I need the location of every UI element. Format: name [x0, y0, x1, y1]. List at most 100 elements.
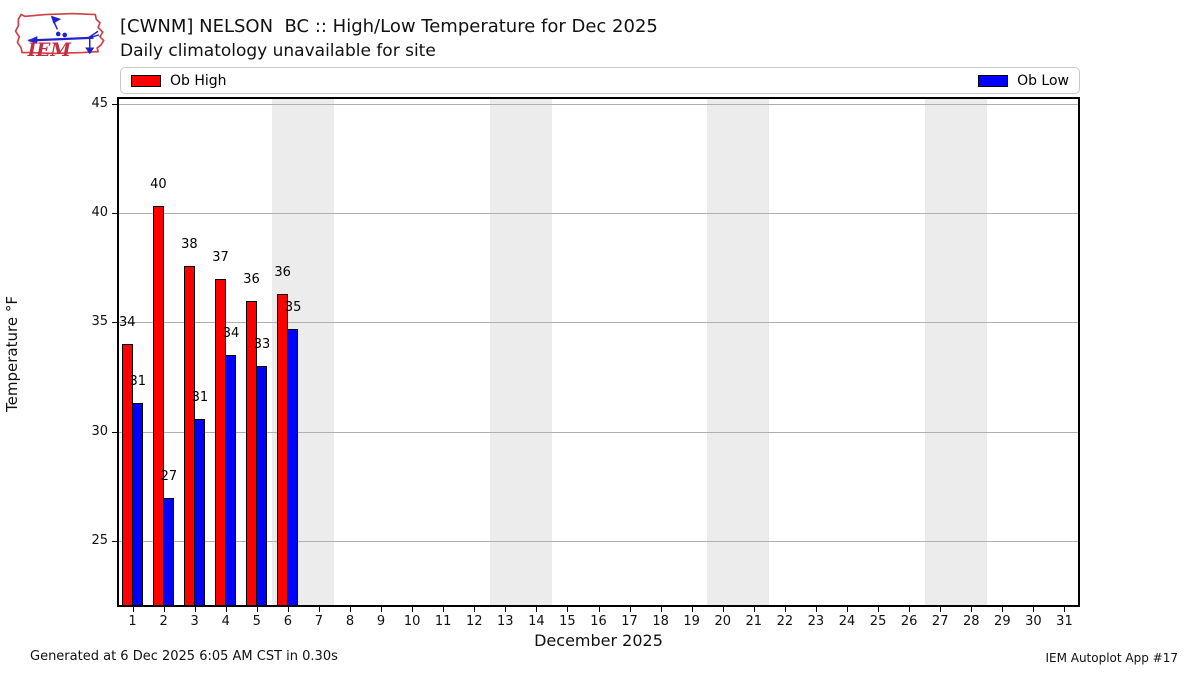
x-tick-label: 13	[497, 614, 514, 629]
autoplot-app-number: IEM Autoplot App #17	[1045, 651, 1178, 665]
high-value-label-day-6: 36	[274, 264, 291, 280]
x-tick-mark	[163, 607, 165, 612]
plot-area: 34 31 40 27 38 31 37 34 36 33 36 35	[117, 97, 1080, 607]
gridline	[117, 541, 1080, 543]
x-tick-label: 29	[994, 614, 1011, 629]
bar-low-day-4	[225, 355, 236, 607]
legend-low-swatch	[978, 74, 1009, 87]
x-tick-label: 1	[128, 614, 137, 629]
x-tick-label: 14	[528, 614, 545, 629]
legend: Ob High Ob Low	[120, 67, 1080, 94]
iem-logo: IEM	[14, 12, 105, 61]
weekend-band	[707, 97, 770, 607]
x-tick-mark	[1002, 607, 1004, 612]
x-tick-mark	[1033, 607, 1035, 612]
x-tick-mark	[1064, 607, 1066, 612]
x-tick-mark	[474, 607, 476, 612]
x-tick-label: 20	[714, 614, 732, 629]
y-axis-label: Temperature °F	[3, 296, 21, 412]
y-tick-mark	[112, 431, 117, 433]
high-value-label-day-2: 40	[150, 177, 167, 193]
gridline	[117, 322, 1080, 324]
x-tick-label: 15	[559, 614, 576, 629]
x-tick-mark	[878, 607, 880, 612]
y-tick-mark	[112, 103, 117, 105]
low-value-label-day-4: 34	[222, 326, 240, 342]
legend-low-label: Ob Low	[1017, 72, 1069, 89]
bar-high-day-3	[184, 265, 195, 607]
y-tick-label: 35	[91, 314, 108, 330]
legend-item-low: Ob Low	[978, 73, 1069, 89]
high-value-label-day-5: 36	[243, 271, 260, 287]
high-value-label-day-3: 38	[181, 236, 198, 252]
bar-low-day-1	[132, 403, 143, 607]
x-tick-mark	[132, 607, 134, 612]
x-tick-label: 12	[465, 614, 483, 629]
low-value-label-day-3: 31	[191, 389, 209, 405]
legend-item-high: Ob High	[131, 73, 227, 89]
x-tick-mark	[567, 607, 569, 612]
gridline	[117, 103, 1080, 105]
bar-low-day-2	[163, 497, 174, 607]
x-tick-label: 4	[221, 614, 230, 629]
low-value-label-day-1: 31	[129, 374, 147, 390]
x-tick-label: 31	[1056, 614, 1073, 629]
x-tick-label: 18	[652, 614, 669, 629]
y-tick-label: 45	[91, 95, 108, 111]
x-tick-label: 2	[159, 614, 168, 629]
x-tick-label: 19	[683, 614, 700, 629]
x-tick-label: 8	[345, 614, 355, 629]
gridline	[117, 213, 1080, 214]
x-tick-label: 16	[590, 614, 607, 629]
chart-subtitle: Daily climatology unavailable for site	[120, 41, 436, 61]
weekend-band	[924, 97, 987, 607]
x-tick-label: 7	[314, 614, 324, 629]
x-tick-mark	[318, 607, 320, 612]
legend-high-label: Ob High	[170, 72, 227, 89]
x-tick-mark	[598, 607, 600, 612]
chart-title: [CWNM] NELSON BC :: High/Low Temperature…	[120, 16, 658, 37]
x-tick-mark	[691, 607, 693, 612]
x-tick-label: 30	[1025, 614, 1042, 629]
x-tick-mark	[629, 607, 631, 612]
gridline	[117, 431, 1080, 433]
low-value-label-day-6: 35	[284, 300, 302, 316]
weather-vane-icon	[27, 15, 100, 55]
y-tick-label: 40	[91, 205, 108, 220]
x-tick-mark	[784, 607, 786, 612]
high-value-label-day-4: 37	[212, 249, 229, 265]
x-tick-label: 3	[190, 614, 199, 629]
y-tick-mark	[112, 541, 117, 543]
low-value-label-day-5: 33	[253, 337, 271, 353]
bar-low-day-6	[287, 329, 298, 607]
x-tick-label: 23	[807, 614, 825, 629]
bar-low-day-3	[194, 418, 205, 607]
x-tick-label: 11	[434, 614, 452, 629]
y-tick-label: 30	[91, 423, 108, 439]
x-tick-mark	[536, 607, 538, 612]
legend-high-swatch	[131, 74, 161, 87]
x-tick-label: 6	[283, 614, 292, 629]
weekend-band	[489, 97, 552, 607]
x-tick-mark	[909, 607, 911, 612]
y-tick-mark	[112, 213, 117, 214]
x-tick-label: 10	[403, 614, 421, 629]
x-tick-mark	[971, 607, 973, 612]
x-tick-mark	[412, 607, 414, 612]
x-tick-label: 17	[621, 614, 638, 629]
x-tick-label: 24	[838, 614, 856, 629]
x-tick-label: 28	[962, 614, 980, 629]
bar-high-day-2	[153, 206, 164, 607]
x-tick-mark	[194, 607, 196, 612]
generated-timestamp: Generated at 6 Dec 2025 6:05 AM CST in 0…	[30, 649, 338, 664]
x-tick-mark	[256, 607, 258, 612]
x-tick-mark	[815, 607, 817, 612]
x-tick-label: 5	[252, 614, 261, 629]
y-tick-mark	[112, 322, 117, 324]
x-tick-mark	[847, 607, 849, 612]
x-tick-mark	[225, 607, 227, 612]
high-value-label-day-1: 34	[119, 315, 136, 331]
x-tick-label: 21	[745, 614, 763, 629]
low-value-label-day-2: 27	[160, 468, 178, 484]
